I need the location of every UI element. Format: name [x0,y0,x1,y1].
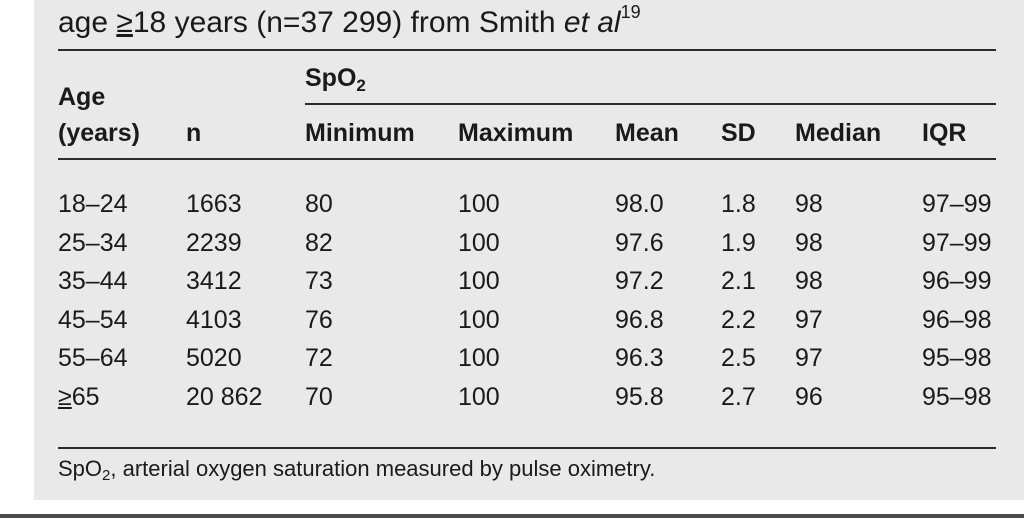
cell-mean: 98.0 [615,190,664,218]
cell-mean: 97.2 [615,267,664,295]
cell-max: 100 [458,383,500,411]
cell-median: 97 [795,306,823,334]
header-minimum: Minimum [305,119,415,147]
header-n: n [186,119,202,147]
cell-age: 55–64 [58,344,128,372]
cell-sd: 2.1 [721,267,756,295]
header-spo2: SpO2 [305,64,366,95]
cell-age: 45–54 [58,306,128,334]
cell-sd: 2.7 [721,383,756,411]
cell-median: 98 [795,190,823,218]
cell-median: 96 [795,383,823,411]
cell-n: 20 862 [186,383,263,411]
cell-iqr: 97–99 [922,229,992,257]
header-age-unit: (years) [58,119,140,147]
cell-min: 70 [305,383,333,411]
cell-median: 98 [795,267,823,295]
caption-text: age [58,6,117,39]
header-median: Median [795,119,882,147]
cell-min: 73 [305,267,333,295]
top-rule [58,49,996,51]
header-age: Age [58,83,106,111]
cell-min: 82 [305,229,333,257]
cell-mean: 96.8 [615,306,664,334]
cell-sd: 2.5 [721,344,756,372]
cell-age: ≥65 [58,383,100,411]
header-rule [58,158,996,160]
cell-min: 80 [305,190,333,218]
cell-max: 100 [458,229,500,257]
cell-sd: 1.9 [721,229,756,257]
caption-italic: et al [563,6,621,39]
cell-sd: 1.8 [721,190,756,218]
cell-mean: 97.6 [615,229,664,257]
cell-median: 98 [795,229,823,257]
cell-mean: 96.3 [615,344,664,372]
cell-mean: 95.8 [615,383,664,411]
cell-iqr: 95–98 [922,344,992,372]
cell-n: 5020 [186,344,242,372]
caption-text-2: 18 years (n=37 299) from Smith [132,6,564,39]
cell-iqr: 96–99 [922,267,992,295]
spo2-rule [305,103,996,105]
cell-min: 76 [305,306,333,334]
table-footnote: SpO2, arterial oxygen saturation measure… [58,456,656,484]
table-caption: age ≥18 years (n=37 299) from Smith et a… [58,3,1018,43]
table-panel [34,0,1024,500]
cell-max: 100 [458,306,500,334]
cell-n: 4103 [186,306,242,334]
cell-iqr: 97–99 [922,190,992,218]
cell-n: 1663 [186,190,242,218]
cell-iqr: 95–98 [922,383,992,411]
cell-iqr: 96–98 [922,306,992,334]
header-iqr: IQR [922,119,967,147]
cell-age: 25–34 [58,229,128,257]
cell-max: 100 [458,190,500,218]
header-mean: Mean [615,119,679,147]
cell-min: 72 [305,344,333,372]
cell-max: 100 [458,344,500,372]
cell-max: 100 [458,267,500,295]
header-sd: SD [721,119,756,147]
page-divider [0,514,1024,518]
cell-sd: 2.2 [721,306,756,334]
header-maximum: Maximum [458,119,574,147]
cell-age: 18–24 [58,190,128,218]
cell-n: 3412 [186,267,242,295]
cell-n: 2239 [186,229,242,257]
caption-reference: 19 [620,2,641,22]
bottom-rule [58,447,996,449]
cell-age: 35–44 [58,267,128,295]
caption-geq: ≥ [116,6,133,39]
cell-median: 97 [795,344,823,372]
